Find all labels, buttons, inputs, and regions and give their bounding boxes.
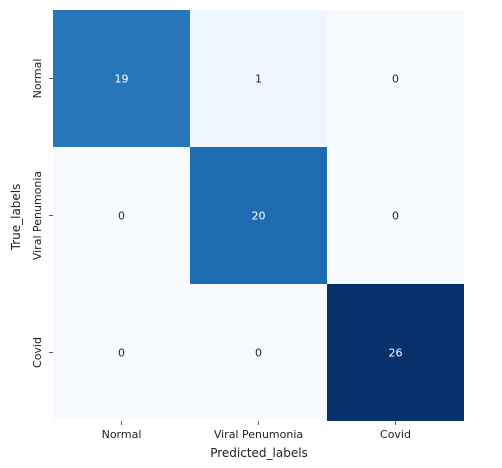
heatmap-cell <box>327 284 464 421</box>
heatmap-cell <box>53 10 190 147</box>
heatmap-cell <box>190 10 327 147</box>
cell-value-label: 19 <box>115 73 129 86</box>
heatmap-cell <box>327 147 464 284</box>
cell-value-label: 0 <box>255 347 262 360</box>
cell-value-label: 0 <box>392 73 399 86</box>
heatmap-cell <box>190 284 327 421</box>
y-tick-label: Viral Penumonia <box>31 171 44 260</box>
heatmap-cell <box>190 147 327 284</box>
cell-value-label: 20 <box>252 210 266 223</box>
x-axis-label: Predicted_labels <box>210 446 308 460</box>
x-tick-label: Normal <box>102 428 142 441</box>
cell-value-label: 1 <box>255 73 262 86</box>
heatmap-cell <box>53 147 190 284</box>
heatmap-cell <box>327 10 464 147</box>
y-tick-label: Covid <box>31 337 44 368</box>
cell-value-label: 0 <box>118 347 125 360</box>
y-axis-ticks: Normal Viral Penumonia Covid <box>31 59 53 368</box>
x-tick-label: Viral Penumonia <box>214 428 303 441</box>
heatmap-cell <box>53 284 190 421</box>
y-tick-label: Normal <box>31 59 44 99</box>
cell-value-label: 0 <box>118 210 125 223</box>
x-axis-ticks: Normal Viral Penumonia Covid <box>102 421 411 441</box>
cell-value-labels: 19 1 0 0 20 0 0 0 26 <box>115 73 403 360</box>
cell-value-label: 0 <box>392 210 399 223</box>
cell-value-label: 26 <box>389 347 403 360</box>
y-axis-label: True_labels <box>9 184 23 252</box>
x-tick-label: Covid <box>380 428 411 441</box>
heatmap-cells <box>53 10 464 421</box>
